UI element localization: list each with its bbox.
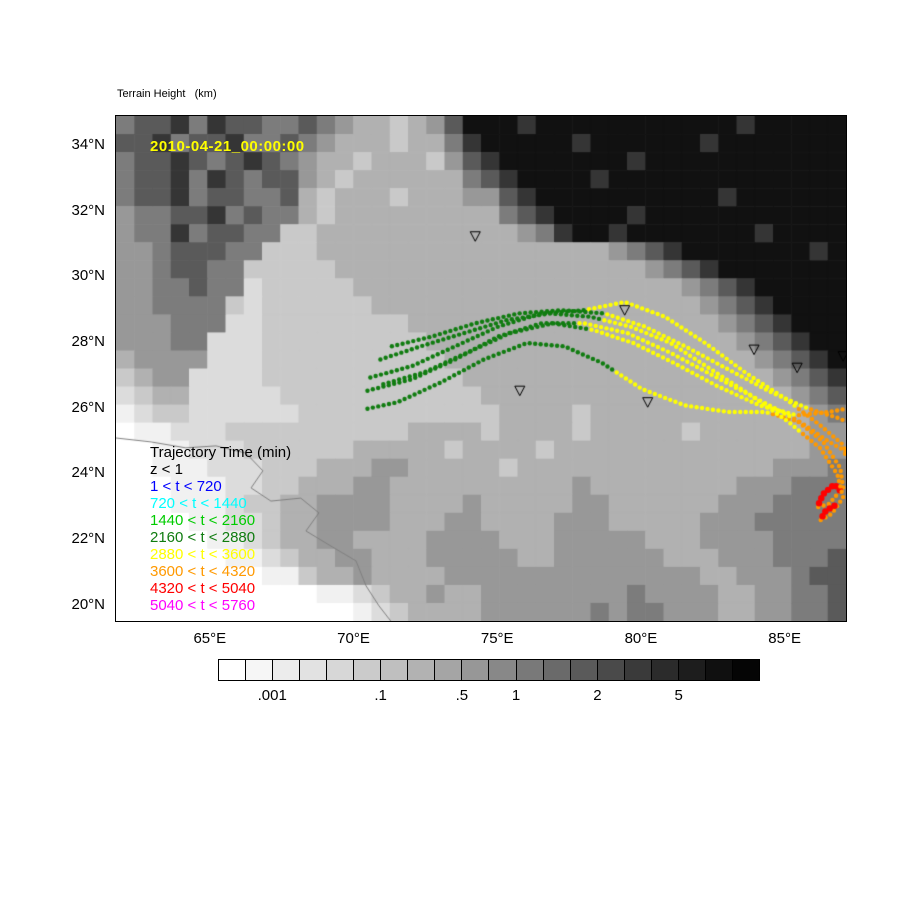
colorbar-cell (219, 660, 247, 680)
legend-entry: 3600 < t < 4320 (150, 563, 256, 580)
lon-tick-label: 85°E (768, 630, 801, 647)
colorbar-cell (543, 660, 571, 680)
lon-tick-label: 70°E (337, 630, 370, 647)
lon-tick-label: 65°E (193, 630, 227, 647)
lat-tick-label: 22°N (71, 530, 105, 548)
colorbar-cell (570, 660, 598, 680)
colorbar-tick-label: .001 (257, 687, 287, 704)
legend-title: Trajectory Time (min) (150, 444, 292, 461)
lat-tick-label: 30°N (71, 267, 105, 285)
colorbar-cell (354, 660, 382, 680)
legend-entry: 4320 < t < 5040 (150, 580, 256, 597)
colorbar-cell (489, 660, 517, 680)
legend-entry: 2160 < t < 2880 (150, 529, 256, 546)
colorbar-cell (462, 660, 490, 680)
lat-tick-label: 26°N (71, 398, 105, 416)
colorbar-tick-label: 5 (674, 687, 683, 704)
lat-tick-label: 32°N (71, 201, 105, 219)
timestamp-label: 2010-04-21_00:00:00 (150, 138, 305, 155)
colorbar-cell (273, 660, 301, 680)
legend-entry: z < 1 (150, 461, 183, 478)
lat-tick-label: 20°N (71, 595, 105, 613)
colorbar-cell (732, 660, 759, 680)
colorbar-cell (246, 660, 274, 680)
lat-tick-label: 24°N (71, 464, 105, 482)
terrain-trajectory-canvas (116, 116, 846, 621)
colorbar-tick-label: 2 (593, 687, 602, 704)
legend-entry: 5040 < t < 5760 (150, 597, 256, 614)
colorbar-cell (651, 660, 679, 680)
lon-tick-label: 75°E (480, 630, 514, 647)
colorbar-cell (678, 660, 706, 680)
colorbar-cell (435, 660, 463, 680)
colorbar-cell (597, 660, 625, 680)
colorbar-cell (381, 660, 409, 680)
legend-entry: 1 < t < 720 (150, 478, 222, 495)
legend-entry: 720 < t < 1440 (150, 495, 247, 512)
colorbar-cell (300, 660, 328, 680)
legend-entry: 2880 < t < 3600 (150, 546, 256, 563)
colorbar-tick-label: 1 (511, 687, 521, 704)
colorbar-cell (624, 660, 652, 680)
lat-tick-label: 34°N (71, 135, 105, 153)
colorbar-cell (516, 660, 544, 680)
colorbar-tick-label: .1 (374, 687, 387, 704)
colorbar-cell (705, 660, 733, 680)
terrain-colorbar (218, 659, 760, 681)
legend-entry: 1440 < t < 2160 (150, 512, 256, 529)
colorbar-tick-label: .5 (455, 687, 469, 704)
lon-tick-label: 80°E (624, 630, 658, 647)
colorbar-cell (408, 660, 436, 680)
colorbar-cell (327, 660, 355, 680)
map-plot-area: 2010-04-21_00:00:00 Trajectory Time (min… (115, 115, 847, 622)
plot-title: Terrain Height (km) (117, 88, 217, 100)
lat-tick-label: 28°N (71, 333, 105, 351)
